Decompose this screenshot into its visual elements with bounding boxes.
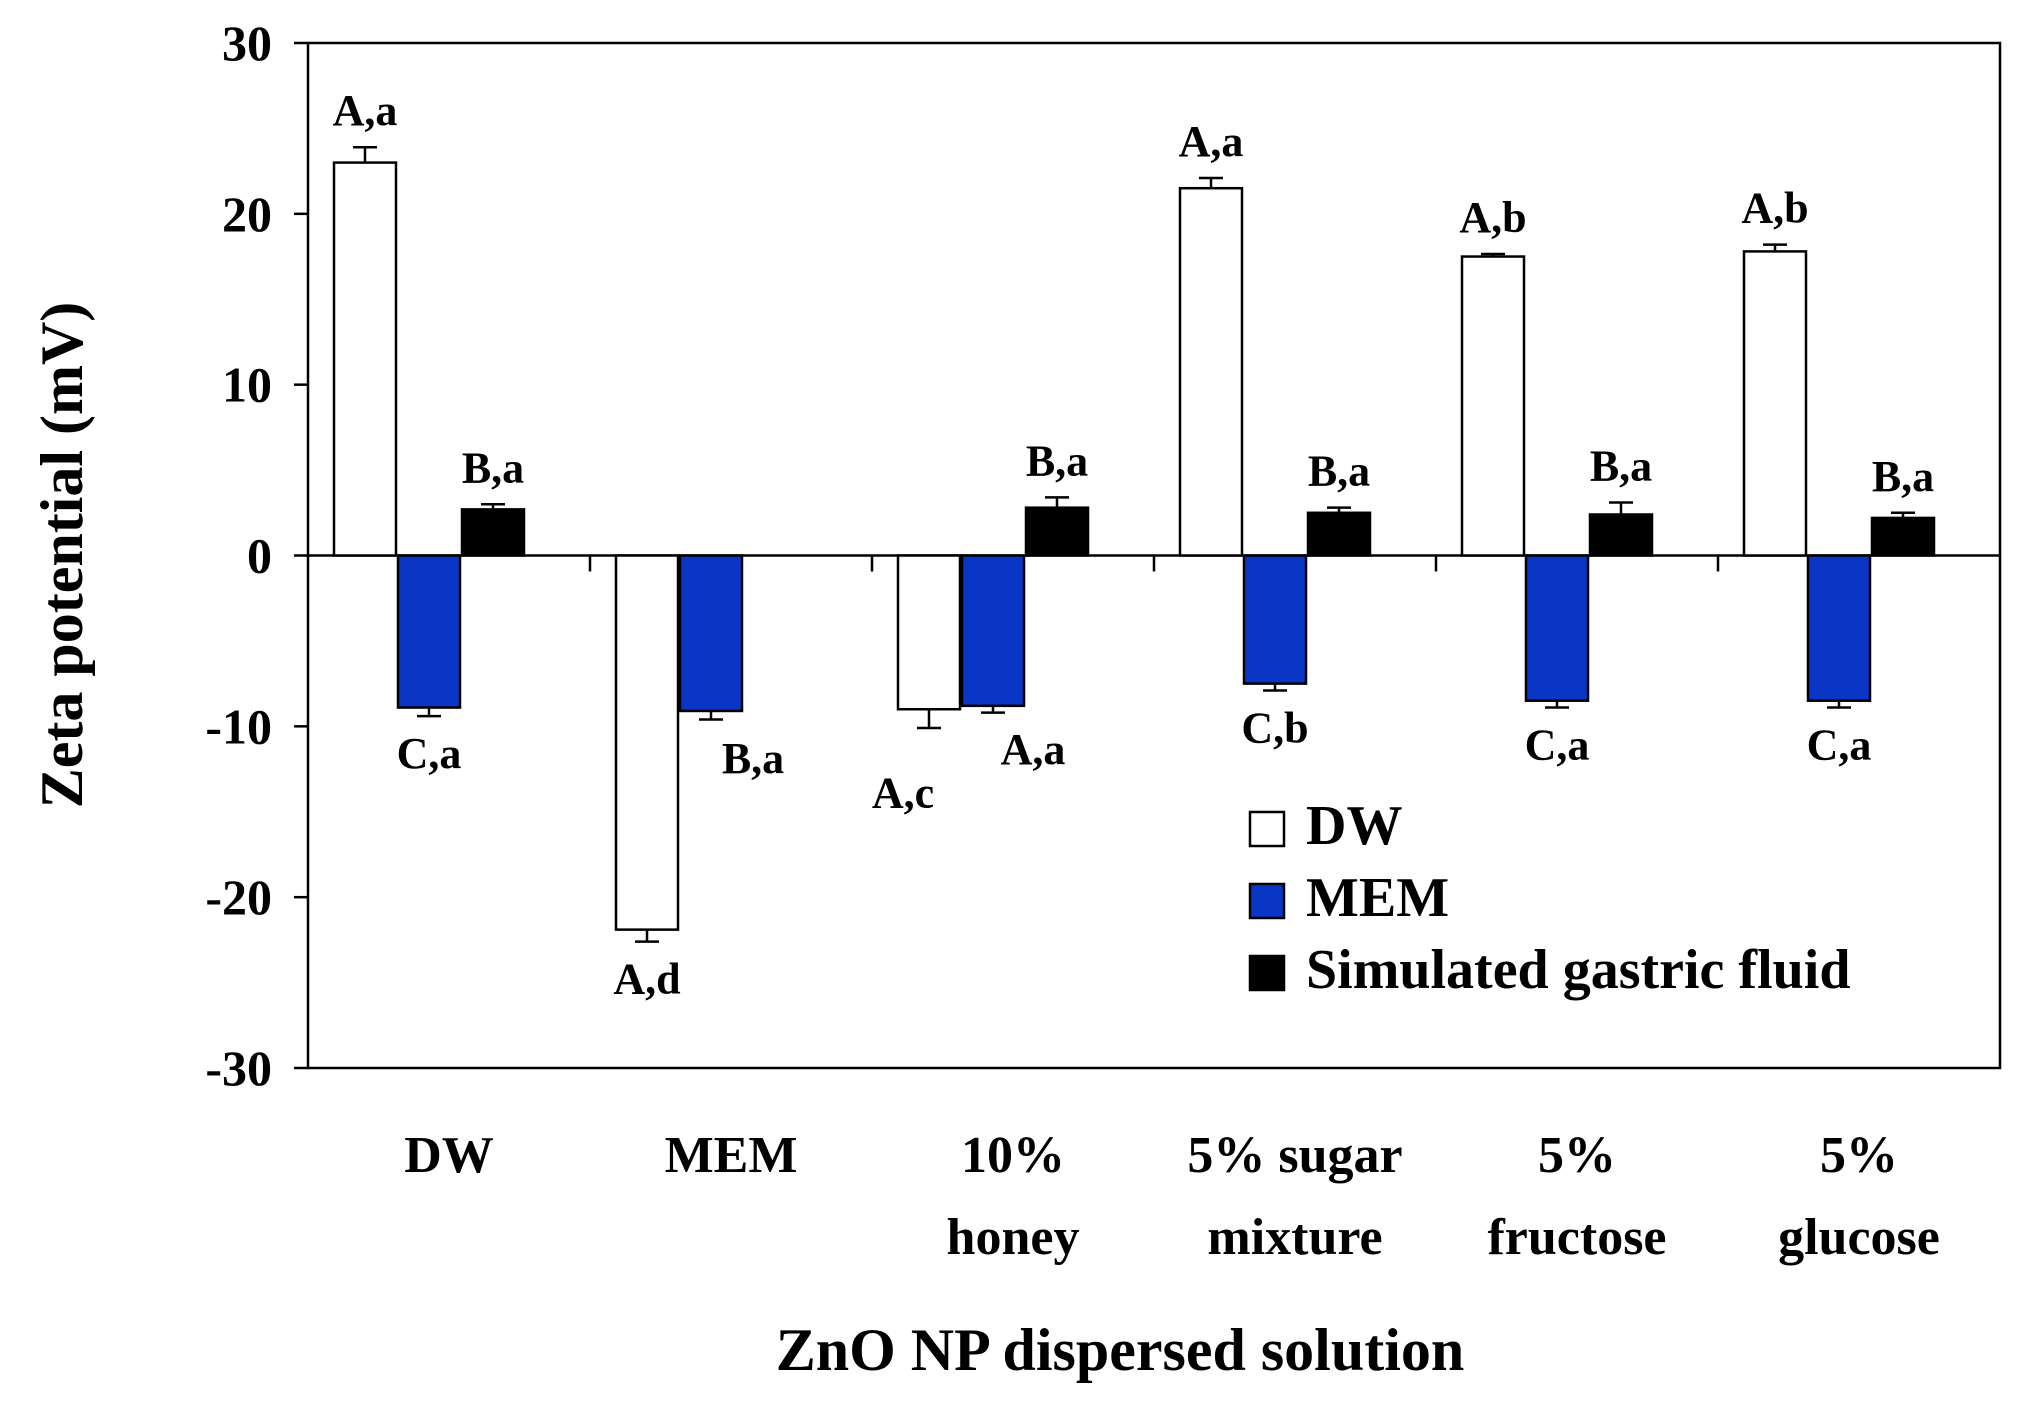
significance-label: C,a xyxy=(397,729,462,778)
significance-label: B,a xyxy=(1590,442,1652,491)
significance-label: C,b xyxy=(1241,703,1308,752)
bar-dw xyxy=(1742,250,1808,557)
y-tick-label: -30 xyxy=(205,1040,272,1096)
bar-simulated-gastric-fluid xyxy=(1588,513,1654,557)
significance-label: B,a xyxy=(722,734,784,783)
legend-swatch xyxy=(1248,954,1286,992)
bar-mem xyxy=(396,554,462,709)
x-axis-title: ZnO NP dispersed solution xyxy=(776,1317,1465,1383)
bar-dw xyxy=(614,554,680,931)
significance-label: A,c xyxy=(872,768,934,817)
y-tick-label: 20 xyxy=(222,186,272,242)
x-category-label: 5% xyxy=(1538,1127,1616,1184)
x-category-label: DW xyxy=(404,1127,494,1184)
bar-mem xyxy=(1242,554,1308,685)
significance-label: A,a xyxy=(1001,725,1066,774)
bar-dw xyxy=(1178,186,1244,557)
legend-swatch xyxy=(1248,810,1286,848)
significance-label: B,a xyxy=(1872,452,1934,501)
bar-mem xyxy=(1806,554,1872,702)
x-category-label: honey xyxy=(947,1209,1080,1266)
y-tick-label: 30 xyxy=(222,15,272,71)
significance-label: A,a xyxy=(333,86,398,135)
x-category-label: fructose xyxy=(1487,1209,1666,1266)
x-category-label: 10% xyxy=(961,1127,1065,1184)
y-tick-label: 0 xyxy=(247,528,272,584)
significance-label: A,d xyxy=(613,955,680,1004)
bar-simulated-gastric-fluid xyxy=(460,508,526,557)
x-category-label: glucose xyxy=(1778,1209,1940,1266)
x-category-label: MEM xyxy=(665,1127,798,1184)
bar-dw xyxy=(332,161,398,557)
bar-mem xyxy=(1524,554,1590,702)
y-tick-label: -20 xyxy=(205,869,272,925)
significance-label: C,a xyxy=(1525,721,1590,770)
significance-label: B,a xyxy=(1308,447,1370,496)
legend-label: DW xyxy=(1306,795,1402,857)
significance-label: B,a xyxy=(1026,436,1088,485)
significance-label: A,a xyxy=(1179,117,1244,166)
legend-swatch xyxy=(1248,882,1286,920)
y-tick-label: -10 xyxy=(205,698,272,754)
significance-label: C,a xyxy=(1807,721,1872,770)
significance-label: A,b xyxy=(1459,193,1526,242)
y-tick-label: 10 xyxy=(222,357,272,413)
y-axis-title: Zeta potential (mV) xyxy=(29,302,95,809)
x-category-label: 5% xyxy=(1820,1127,1898,1184)
x-category-label: 5% sugar xyxy=(1187,1127,1402,1184)
bar-simulated-gastric-fluid xyxy=(1024,506,1090,557)
legend-label: Simulated gastric fluid xyxy=(1306,939,1850,1001)
bar-mem xyxy=(960,554,1026,708)
bar-dw xyxy=(1460,255,1526,557)
significance-label: B,a xyxy=(462,443,524,492)
bar-dw xyxy=(896,554,962,711)
bar-mem xyxy=(678,554,744,713)
bar-simulated-gastric-fluid xyxy=(1306,511,1372,557)
bar-simulated-gastric-fluid xyxy=(1870,516,1936,557)
x-category-label: mixture xyxy=(1207,1209,1382,1266)
legend-label: MEM xyxy=(1306,867,1449,929)
significance-label: A,b xyxy=(1741,184,1808,233)
